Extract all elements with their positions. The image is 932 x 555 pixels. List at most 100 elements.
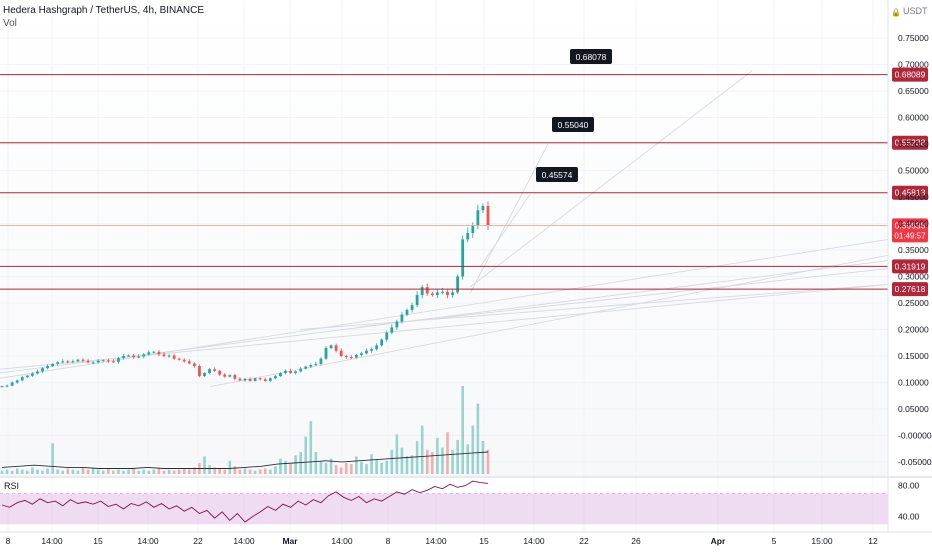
candle-body — [36, 371, 39, 374]
trend-line[interactable] — [0, 284, 889, 370]
candle-body — [248, 378, 252, 381]
candle-body — [299, 368, 303, 372]
volume-bar — [420, 425, 424, 474]
candle-body — [375, 345, 379, 350]
volume-bar — [385, 460, 389, 474]
candle-body — [192, 363, 196, 367]
volume-bar — [324, 463, 328, 474]
price-axis[interactable]: 0.75000 0.70000 0.65000 0.60000 0.55000 0.500… — [898, 33, 932, 467]
price-tick-label: 0.65000 — [898, 86, 929, 96]
candle-body — [400, 314, 404, 322]
target-price-callout[interactable] — [536, 167, 578, 182]
volume-bar — [258, 469, 262, 474]
rsi-pane[interactable] — [0, 480, 888, 525]
level-price-tag[interactable] — [892, 282, 928, 297]
candle-body — [172, 355, 176, 359]
trend-line[interactable] — [469, 70, 753, 288]
horizontal-levels[interactable]: 0.68089 0.55238 0.45813 0.31919 0.27618 0.396… — [0, 67, 928, 297]
candle-body — [162, 354, 166, 356]
volume-bar — [481, 441, 485, 474]
target-price-callout[interactable] — [552, 117, 594, 132]
volume-bar — [456, 439, 459, 474]
candle-body — [46, 366, 49, 369]
volume-bar — [81, 467, 85, 474]
candle-body — [319, 358, 323, 364]
volume-bar — [223, 469, 227, 474]
candle-body — [142, 354, 146, 357]
level-price-tag[interactable] — [892, 135, 928, 150]
candle-body — [365, 350, 368, 354]
time-axis[interactable]: 8 14:00 15 14:00 22 14:00 Mar 14:00 8 14:00 15 14:0… — [6, 536, 878, 546]
volume-bar — [415, 441, 419, 474]
candle-body — [441, 291, 444, 293]
candle-body — [253, 378, 257, 381]
candle-body — [486, 206, 490, 226]
trend-line[interactable] — [359, 268, 889, 328]
price-tick-label: 0.20000 — [898, 325, 929, 335]
time-tick-label: 22 — [579, 536, 589, 546]
candle-body — [334, 345, 338, 351]
volume-bar — [26, 470, 29, 474]
target-price-label: 0.68078 — [576, 52, 607, 62]
volume-bar — [147, 470, 151, 474]
volume-bar — [152, 469, 156, 474]
candle-body — [61, 361, 65, 363]
volume-bar — [329, 458, 333, 474]
volume-bar — [122, 470, 125, 474]
target-price-label: 0.55040 — [558, 120, 589, 130]
candle-body — [420, 287, 424, 296]
level-price-label: 0.31919 — [895, 261, 926, 271]
volume-bar — [182, 468, 186, 474]
chart-legend: Hedera Hashgraph / TetherUS, 4h, BINANCE… — [3, 4, 204, 30]
rsi-axis[interactable]: 80.00 40.00 — [898, 481, 920, 522]
volume-bar — [476, 403, 480, 474]
volume-bar — [471, 425, 475, 474]
volume-legend[interactable]: Vol — [3, 18, 17, 29]
time-tick-label: 12 — [868, 536, 878, 546]
time-tick-label: 8 — [386, 536, 391, 546]
candle-body — [81, 359, 85, 361]
trend-line[interactable] — [209, 254, 889, 388]
level-price-tag[interactable] — [892, 259, 928, 274]
time-tick-label: 14:00 — [425, 536, 447, 546]
candle-body — [106, 360, 110, 362]
candle-body — [405, 309, 409, 315]
current-price-label: 0.39638 — [895, 220, 926, 230]
volume-bar — [334, 465, 338, 474]
current-price-tag[interactable] — [892, 218, 928, 243]
price-pane[interactable] — [0, 0, 888, 476]
lock-icon[interactable]: 🔒 — [891, 8, 901, 17]
time-tick-label: 22 — [193, 536, 203, 546]
target-callouts[interactable]: 0.68078 0.55040 0.45574 — [536, 49, 612, 182]
volume-bar — [20, 469, 24, 474]
candle-body — [187, 361, 191, 364]
volume-bar — [46, 468, 49, 474]
volume-bar — [400, 447, 404, 474]
candle-body — [456, 276, 460, 293]
candle-body — [152, 351, 156, 353]
candle-body — [390, 327, 394, 333]
target-price-callout[interactable] — [570, 49, 612, 64]
level-price-tag[interactable] — [892, 185, 928, 200]
candle-body — [41, 368, 44, 372]
candle-body — [0, 386, 4, 388]
volume-bar — [299, 452, 302, 474]
candle-body — [86, 360, 90, 363]
volume-bar — [355, 456, 358, 474]
candle-body — [415, 295, 419, 306]
candle-body — [476, 210, 480, 226]
trend-line[interactable] — [479, 194, 531, 268]
candle-body — [91, 362, 95, 364]
level-price-tag[interactable] — [892, 67, 928, 82]
candle-body — [76, 359, 80, 362]
volume-bar — [370, 454, 373, 474]
candle-body — [279, 372, 282, 377]
volume-bar — [61, 470, 65, 474]
candle-body — [446, 291, 449, 296]
candle-body — [15, 380, 19, 383]
trend-line[interactable] — [469, 143, 549, 294]
symbol-title[interactable]: Hedera Hashgraph / TetherUS, 4h, BINANCE — [3, 5, 205, 16]
volume-bar — [132, 468, 135, 474]
